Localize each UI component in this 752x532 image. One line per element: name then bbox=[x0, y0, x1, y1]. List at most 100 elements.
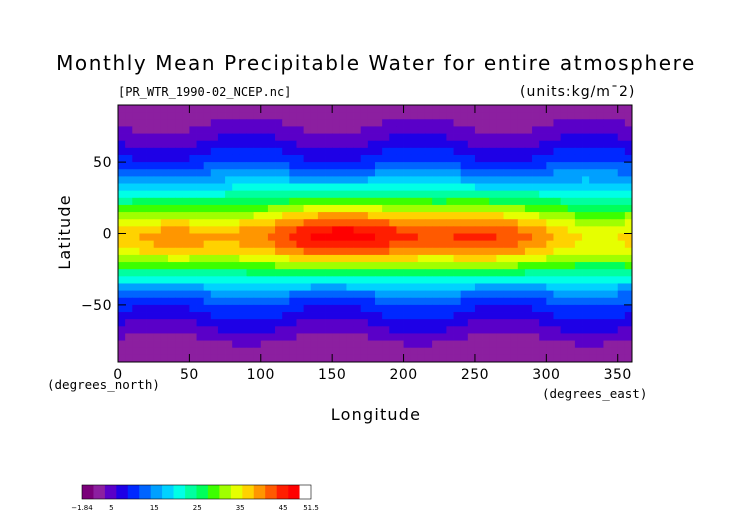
heatmap-cell bbox=[217, 233, 226, 242]
heatmap-cell bbox=[182, 154, 190, 163]
heatmap-cell bbox=[367, 183, 376, 192]
heatmap-cell bbox=[225, 105, 233, 113]
heatmap-cell bbox=[175, 240, 183, 249]
heatmap-cell bbox=[325, 333, 333, 341]
heatmap-cell bbox=[582, 333, 590, 341]
heatmap-cell bbox=[139, 247, 147, 256]
heatmap-cell bbox=[175, 147, 183, 156]
heatmap-cell bbox=[396, 240, 404, 249]
heatmap-cell bbox=[610, 354, 619, 363]
heatmap-cell bbox=[567, 283, 576, 292]
heatmap-cell bbox=[246, 262, 255, 270]
heatmap-cell bbox=[118, 183, 126, 192]
heatmap-cell bbox=[617, 333, 626, 341]
heatmap-cell bbox=[496, 347, 504, 356]
heatmap-cell bbox=[382, 254, 390, 263]
heatmap-cell bbox=[589, 262, 597, 270]
heatmap-cell bbox=[139, 105, 147, 113]
heatmap-cell bbox=[532, 240, 540, 249]
heatmap-cell bbox=[239, 240, 247, 249]
heatmap-cell bbox=[496, 112, 504, 120]
heatmap-cell bbox=[332, 126, 340, 134]
heatmap-cell bbox=[246, 269, 255, 277]
heatmap-cell bbox=[275, 197, 283, 206]
heatmap-cell bbox=[617, 112, 626, 120]
heatmap-cell bbox=[182, 176, 190, 184]
heatmap-cell bbox=[160, 147, 169, 156]
heatmap-cell bbox=[532, 176, 540, 184]
heatmap-cell bbox=[403, 340, 412, 349]
heatmap-cell bbox=[267, 254, 276, 263]
heatmap-cell bbox=[496, 183, 504, 192]
heatmap-cell bbox=[253, 319, 262, 327]
heatmap-cell bbox=[246, 304, 255, 313]
heatmap-cell bbox=[532, 112, 540, 120]
heatmap-cell bbox=[574, 190, 583, 199]
heatmap-cell bbox=[325, 212, 333, 220]
heatmap-cell bbox=[503, 247, 512, 256]
heatmap-cell bbox=[403, 347, 412, 356]
heatmap-cell bbox=[296, 297, 305, 306]
heatmap-cell bbox=[410, 226, 419, 234]
heatmap-cell bbox=[439, 269, 447, 277]
heatmap-cell bbox=[339, 269, 347, 277]
heatmap-cell bbox=[260, 169, 269, 177]
heatmap-cell bbox=[189, 176, 197, 184]
heatmap-cell bbox=[217, 169, 226, 177]
heatmap-cell bbox=[524, 226, 533, 234]
heatmap-cell bbox=[239, 219, 247, 227]
heatmap-cell bbox=[175, 340, 183, 349]
heatmap-cell bbox=[453, 269, 462, 277]
heatmap-cell bbox=[603, 204, 611, 213]
heatmap-cell bbox=[253, 297, 262, 306]
heatmap-cell bbox=[517, 283, 526, 292]
heatmap-cell bbox=[453, 312, 462, 320]
heatmap-cell bbox=[567, 262, 576, 270]
heatmap-cell bbox=[132, 276, 140, 284]
heatmap-cell bbox=[574, 112, 583, 120]
heatmap-cell bbox=[267, 333, 276, 341]
heatmap-cell bbox=[553, 126, 562, 134]
heatmap-cell bbox=[367, 283, 376, 292]
heatmap-cell bbox=[303, 197, 312, 206]
heatmap-cell bbox=[325, 169, 333, 177]
heatmap-cell bbox=[132, 354, 140, 363]
heatmap-cell bbox=[582, 240, 590, 249]
heatmap-cell bbox=[353, 254, 362, 263]
heatmap-cell bbox=[482, 190, 490, 199]
heatmap-cell bbox=[532, 290, 540, 299]
heatmap-cell bbox=[574, 247, 583, 256]
heatmap-cell bbox=[596, 147, 604, 156]
heatmap-cell bbox=[125, 190, 133, 199]
heatmap-cell bbox=[382, 333, 390, 341]
heatmap-cell bbox=[589, 290, 597, 299]
heatmap-cell bbox=[596, 333, 604, 341]
heatmap-cell bbox=[546, 333, 554, 341]
heatmap-cell bbox=[546, 126, 554, 134]
heatmap-cell bbox=[210, 354, 219, 363]
heatmap-cell bbox=[467, 190, 476, 199]
heatmap-cell bbox=[546, 233, 554, 242]
heatmap-cell bbox=[389, 197, 397, 206]
heatmap-cell bbox=[232, 154, 240, 163]
heatmap-cell bbox=[310, 190, 319, 199]
heatmap-cell bbox=[446, 226, 454, 234]
heatmap-cell bbox=[375, 176, 383, 184]
heatmap-cell bbox=[153, 254, 162, 263]
heatmap-cell bbox=[339, 283, 347, 292]
heatmap-cell bbox=[203, 254, 212, 263]
heatmap-cell bbox=[610, 147, 619, 156]
heatmap-cell bbox=[560, 247, 569, 256]
heatmap-cell bbox=[175, 169, 183, 177]
heatmap-cell bbox=[346, 105, 354, 113]
heatmap-cell bbox=[482, 326, 490, 334]
heatmap-cell bbox=[539, 162, 547, 170]
heatmap-cell bbox=[432, 340, 440, 349]
heatmap-cell bbox=[539, 312, 547, 320]
heatmap-cell bbox=[310, 140, 319, 149]
heatmap-cell bbox=[603, 319, 611, 327]
heatmap-cell bbox=[189, 154, 197, 163]
heatmap-cell bbox=[282, 354, 290, 363]
heatmap-cell bbox=[203, 297, 212, 306]
heatmap-cell bbox=[382, 126, 390, 134]
